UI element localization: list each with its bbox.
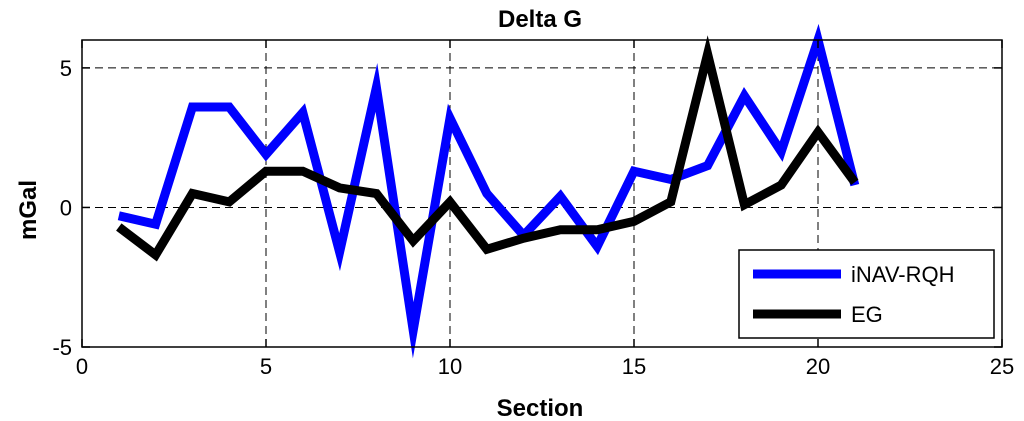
y-tick-label: -5 <box>52 335 72 360</box>
series-line-inav-rqh <box>117 23 860 359</box>
x-tick-label: 15 <box>622 354 646 379</box>
series-line-eg <box>116 35 859 262</box>
y-tick-label: 5 <box>60 56 72 81</box>
x-axis-title: Section <box>497 395 584 421</box>
legend-label: EG <box>851 302 883 327</box>
x-tick-label: 20 <box>806 354 830 379</box>
plot-frame <box>81 39 1003 348</box>
legend-label: iNAV-RQH <box>851 262 955 287</box>
series-lines <box>116 23 860 359</box>
x-tick-label: 5 <box>260 354 272 379</box>
x-tick-label: 0 <box>76 354 88 379</box>
y-tick-label: 0 <box>60 195 72 220</box>
x-tick-label: 25 <box>990 354 1014 379</box>
y-axis-title: mGal <box>15 180 42 240</box>
x-tick-label: 10 <box>438 354 462 379</box>
axis-ticks: 0 5 10 15 20 25-505 <box>52 40 1014 379</box>
chart-title: Delta G <box>498 6 582 33</box>
legend-box <box>738 249 995 339</box>
legend: iNAV-RQH EG <box>738 249 995 339</box>
